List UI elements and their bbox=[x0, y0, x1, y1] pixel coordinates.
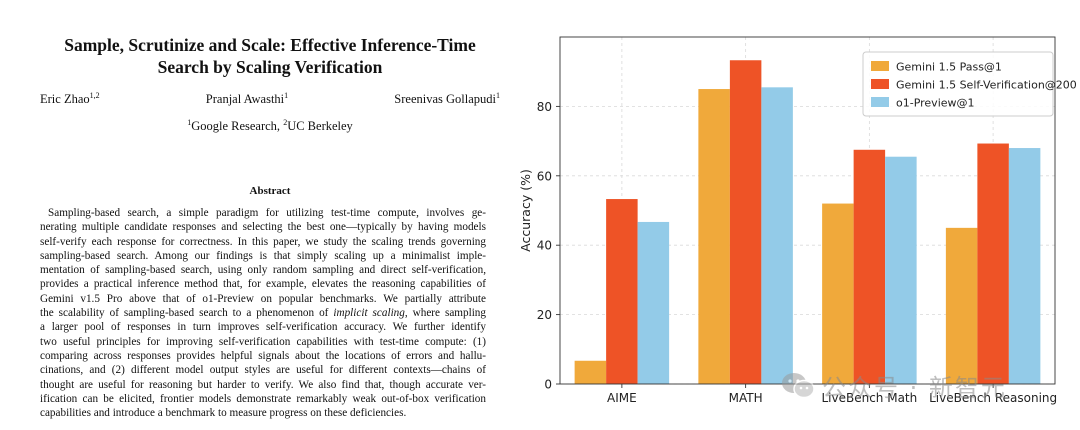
y-tick-label: 40 bbox=[537, 239, 552, 253]
bar bbox=[853, 149, 886, 384]
wechat-icon bbox=[782, 373, 815, 399]
x-tick-label: MATH bbox=[729, 391, 763, 405]
watermark-text: 公众号 · 新智元 bbox=[822, 373, 1007, 402]
accuracy-bar-chart: 0 20 40 60 80 AIME MATH LiveBench Math LiveBench… bbox=[518, 36, 1077, 405]
legend-swatch bbox=[871, 61, 889, 71]
legend-label: Gemini 1.5 Pass@1 bbox=[896, 61, 1002, 74]
abstract-line: sampling-based search. Among our finding… bbox=[40, 249, 486, 262]
abstract-line: cinations, and (2) different model outpu… bbox=[40, 364, 486, 377]
bar bbox=[574, 360, 607, 384]
watermark: 公众号 · 新智元 bbox=[780, 368, 1050, 402]
abstract-line: a larger pool of responses in turn impro… bbox=[40, 321, 486, 334]
x-tick-label: LiveBench Reasoning bbox=[929, 391, 1057, 405]
abstract-line: Gemini v1.5 Pro above that of o1-Preview… bbox=[40, 292, 486, 305]
y-tick-label: 20 bbox=[537, 308, 552, 322]
abstract-line: thought are useful for reasoning but har… bbox=[40, 378, 486, 391]
bar bbox=[761, 87, 793, 384]
bar bbox=[729, 60, 762, 385]
legend-box bbox=[862, 51, 1054, 117]
author-list: Eric Zhao1,2 Pranjal Awasthi1 Sreenivas … bbox=[40, 91, 500, 107]
abstract-line: two useful principles for improving self… bbox=[40, 335, 486, 348]
y-tick-label: 80 bbox=[537, 100, 552, 114]
abstract-line: Sampling-based search, a simple paradigm… bbox=[48, 207, 486, 219]
x-tick-label: AIME bbox=[607, 391, 637, 405]
abstract-line: mentation of sampling-based search, usin… bbox=[40, 264, 486, 277]
affiliations: 1Google Research, 2UC Berkeley bbox=[187, 118, 353, 134]
y-tick-label: 60 bbox=[537, 169, 552, 183]
bar bbox=[1008, 148, 1041, 384]
bar bbox=[977, 143, 1009, 384]
y-tick-label: 0 bbox=[544, 378, 552, 392]
paper-panel: Sample, Scrutinize and Scale: Effective … bbox=[20, 34, 520, 420]
abstract-line: nerating multiple candidate responses an… bbox=[40, 221, 486, 234]
paper-title-line: Search by Scaling Verification bbox=[157, 57, 383, 77]
legend-swatch bbox=[871, 79, 889, 89]
bar bbox=[885, 156, 917, 384]
bar bbox=[637, 221, 670, 384]
abstract-line: comparing across responses provides help… bbox=[40, 349, 486, 362]
bar bbox=[606, 199, 638, 384]
x-tick-label: LiveBench Math bbox=[821, 391, 917, 405]
abstract-line: the scalability of sampling-based search… bbox=[40, 307, 486, 320]
paper-title-line: Sample, Scrutinize and Scale: Effective … bbox=[64, 35, 476, 55]
bar bbox=[698, 89, 730, 385]
legend-swatch bbox=[871, 97, 889, 107]
abstract-heading: Abstract bbox=[249, 185, 291, 197]
legend-label: o1-Preview@1 bbox=[896, 97, 975, 110]
abstract-body: Sampling-based search, a simple paradigm… bbox=[40, 206, 486, 420]
author: Sreenivas Gollapudi1 bbox=[394, 91, 500, 107]
author: Pranjal Awasthi1 bbox=[205, 91, 289, 107]
abstract-line: capabilities and introduce a benchmark t… bbox=[40, 407, 407, 420]
paper-title: Sample, Scrutinize and Scale: Effective … bbox=[20, 34, 520, 78]
y-axis-label: Accuracy (%) bbox=[518, 169, 533, 252]
bar bbox=[822, 203, 854, 384]
legend-label: Gemini 1.5 Self-Verification@200 bbox=[896, 79, 1077, 92]
bar bbox=[945, 227, 978, 384]
abstract-line: self-verify each response for correctnes… bbox=[40, 235, 486, 248]
abstract-line: provides a practical inference method th… bbox=[40, 278, 486, 291]
abstract-line: ification can be elicited, frontier mode… bbox=[40, 392, 486, 405]
author: Eric Zhao1,2 bbox=[40, 91, 100, 107]
